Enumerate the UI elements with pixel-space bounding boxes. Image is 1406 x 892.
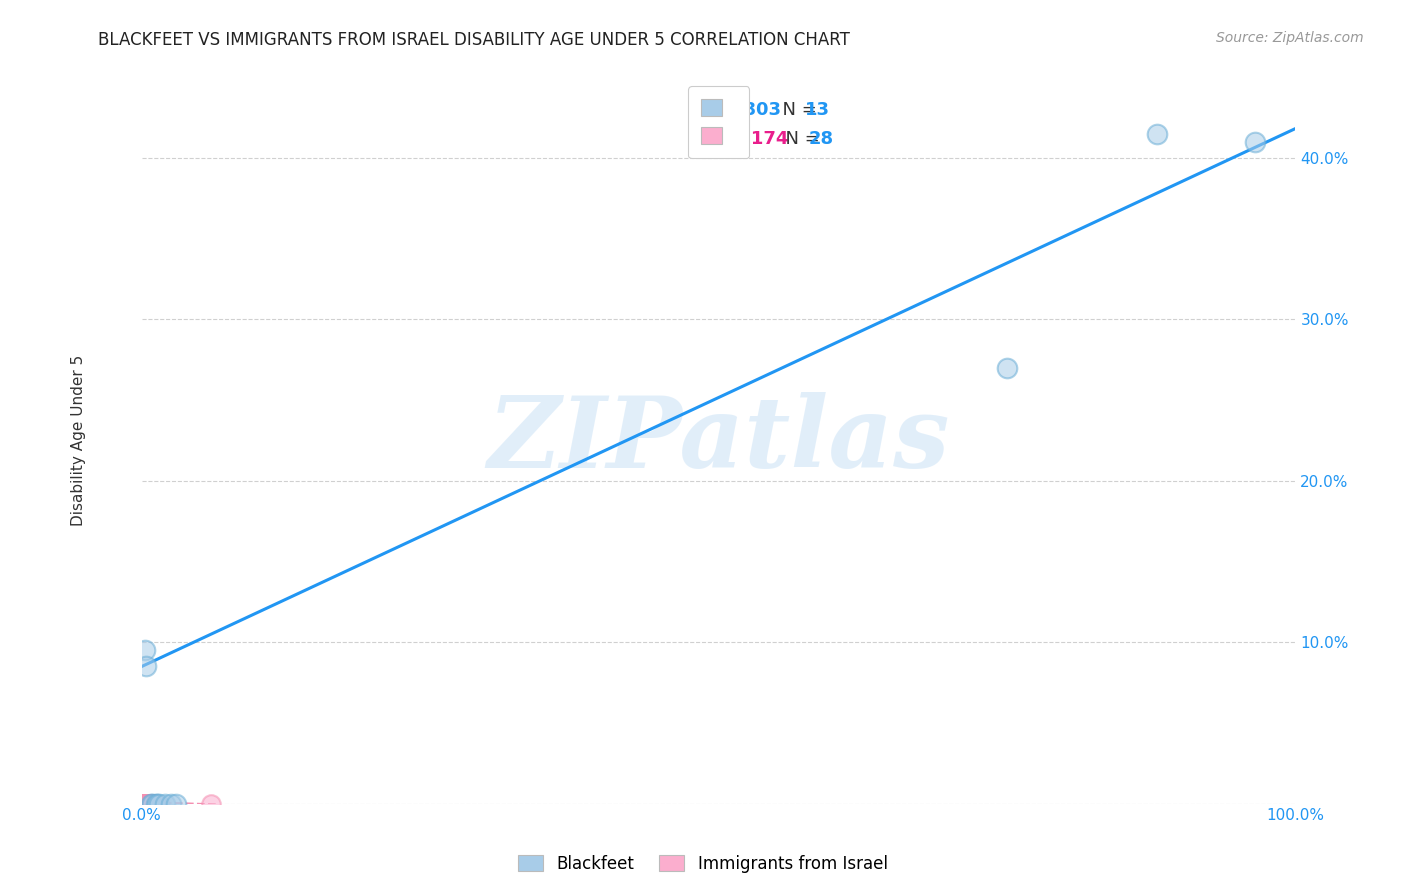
- Text: N =: N =: [775, 130, 825, 148]
- Text: -0.174: -0.174: [724, 130, 789, 148]
- Point: [134, 643, 156, 657]
- Point: [132, 797, 155, 811]
- Point: [136, 797, 159, 811]
- Point: [146, 797, 169, 811]
- Point: [136, 797, 159, 811]
- Text: BLACKFEET VS IMMIGRANTS FROM ISRAEL DISABILITY AGE UNDER 5 CORRELATION CHART: BLACKFEET VS IMMIGRANTS FROM ISRAEL DISA…: [98, 31, 851, 49]
- Point: [142, 797, 165, 811]
- Point: [131, 797, 153, 811]
- Point: [132, 797, 155, 811]
- Point: [165, 797, 187, 811]
- Point: [145, 797, 167, 811]
- Point: [200, 797, 222, 811]
- Point: [132, 797, 155, 811]
- Point: [132, 797, 155, 811]
- Point: [131, 797, 153, 811]
- Text: R =: R =: [690, 101, 728, 120]
- Point: [138, 797, 160, 811]
- Point: [134, 797, 156, 811]
- Point: [995, 360, 1018, 375]
- Text: ZIPatlas: ZIPatlas: [488, 392, 950, 489]
- Point: [134, 797, 156, 811]
- Legend: Blackfeet, Immigrants from Israel: Blackfeet, Immigrants from Israel: [512, 848, 894, 880]
- Point: [132, 797, 155, 811]
- Point: [141, 797, 163, 811]
- Legend: , : ,: [688, 87, 749, 159]
- Text: 28: 28: [808, 130, 834, 148]
- Text: Source: ZipAtlas.com: Source: ZipAtlas.com: [1216, 31, 1364, 45]
- Y-axis label: Disability Age Under 5: Disability Age Under 5: [72, 355, 86, 526]
- Point: [132, 797, 155, 811]
- Point: [1146, 127, 1168, 141]
- Point: [135, 659, 157, 673]
- Point: [132, 797, 155, 811]
- Point: [159, 797, 181, 811]
- Point: [132, 797, 155, 811]
- Point: [131, 797, 153, 811]
- Point: [1244, 135, 1267, 149]
- Text: 0.803: 0.803: [724, 101, 782, 120]
- Point: [135, 797, 157, 811]
- Point: [135, 797, 157, 811]
- Point: [135, 797, 157, 811]
- Point: [139, 797, 162, 811]
- Text: R =: R =: [690, 130, 728, 148]
- Point: [145, 797, 167, 811]
- Point: [153, 797, 176, 811]
- Text: 13: 13: [806, 101, 830, 120]
- Text: N =: N =: [770, 101, 823, 120]
- Point: [141, 797, 163, 811]
- Point: [139, 797, 162, 811]
- Point: [134, 797, 156, 811]
- Point: [148, 797, 170, 811]
- Point: [138, 797, 160, 811]
- Point: [139, 797, 162, 811]
- Point: [132, 797, 155, 811]
